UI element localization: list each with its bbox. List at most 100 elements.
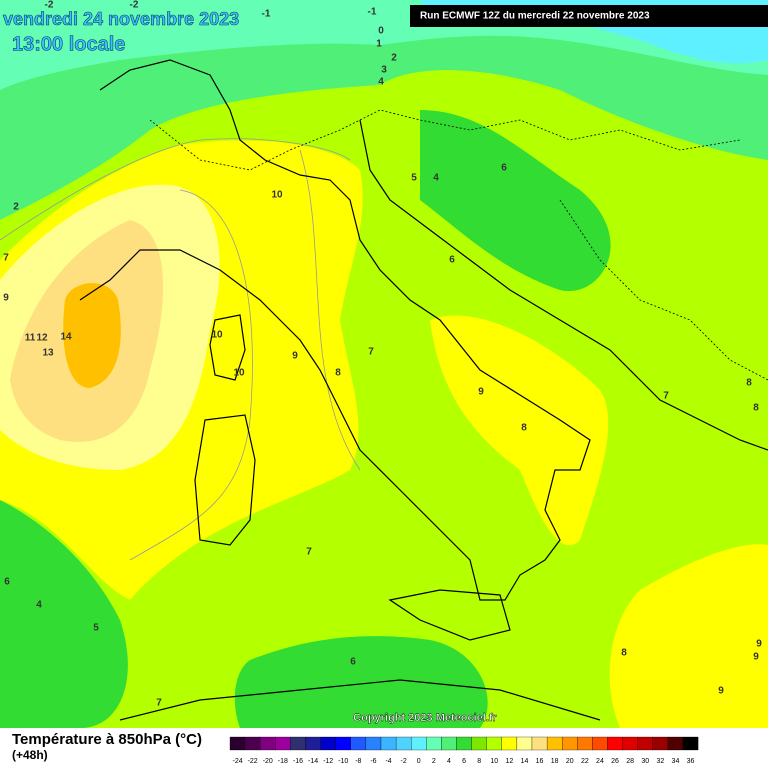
- isoline-label: 9: [753, 652, 759, 663]
- footer-title: Température à 850hPa (°C): [12, 731, 202, 748]
- isoline-label: 8: [746, 378, 752, 389]
- corsica: [209, 314, 246, 381]
- coastline: [79, 59, 591, 601]
- isoline-label: 7: [306, 547, 312, 558]
- zone-green-adriatic: [420, 110, 611, 292]
- colorbar-label: -12: [323, 758, 333, 765]
- isoline: [129, 189, 253, 561]
- isoline-label: 4: [36, 600, 42, 611]
- isoline-label: 6: [4, 577, 10, 588]
- colorbar-label: 22: [581, 758, 589, 765]
- colorbar-label: 26: [611, 758, 619, 765]
- colorbar-swatch: [577, 736, 593, 751]
- colorbar-label: -4: [385, 758, 391, 765]
- isoline-label: 14: [60, 332, 72, 343]
- isoline-label: 12: [36, 333, 48, 344]
- isoline-label: 6: [449, 255, 455, 266]
- isoline-label: 10: [233, 368, 245, 379]
- isoline-label: 1: [376, 39, 382, 50]
- colorbar-swatch: [622, 736, 638, 751]
- colorbar-swatch: [441, 736, 457, 751]
- colorbar-label: -16: [293, 758, 303, 765]
- isoline: [299, 149, 361, 471]
- sicily: [388, 589, 511, 641]
- colorbar-label: -22: [248, 758, 258, 765]
- isoline-label: 8: [753, 403, 759, 414]
- colorbar-label: 34: [672, 758, 680, 765]
- colorbar: -24 -22 -20 -18 -16 -14 -12 -10 -8 -6 -4 -2 0 2 4 6 8 10 1…: [229, 736, 699, 765]
- zone-green: [0, 0, 768, 220]
- zone-green-sw: [0, 500, 128, 728]
- isoline-label: 13: [42, 348, 54, 359]
- isoline-label: 9: [478, 387, 484, 398]
- colorbar-swatch: [229, 736, 246, 751]
- isoline-label: 2: [13, 202, 19, 213]
- colorbar-swatch: [411, 736, 427, 751]
- colorbar-swatch: [244, 736, 261, 751]
- colorbar-swatch: [380, 736, 397, 751]
- isoline-label: 7: [663, 391, 669, 402]
- isoline-label: 9: [756, 639, 762, 650]
- colorbar-swatch: [682, 736, 699, 751]
- colorbar-swatch: [320, 736, 336, 751]
- colorbar-swatch: [275, 736, 291, 751]
- copyright: Copyright 2023 Meteociel.fr: [353, 712, 497, 724]
- colorbar-label: -14: [308, 758, 318, 765]
- colorbar-label: 14: [521, 758, 529, 765]
- run-info: Run ECMWF 12Z du mercredi 22 novembre 20…: [420, 11, 650, 22]
- colorbar-label: 32: [656, 758, 664, 765]
- colorbar-label: 16: [536, 758, 544, 765]
- colorbar-swatch: [516, 736, 533, 751]
- colorbar-label: 2: [432, 758, 436, 765]
- colorbar-label: 24: [596, 758, 604, 765]
- isoline-label: 4: [433, 173, 439, 184]
- colorbar-swatch: [652, 736, 669, 751]
- isoline-label: 9: [718, 686, 724, 697]
- colorbar-swatch: [486, 736, 502, 751]
- isoline-label: 8: [335, 368, 341, 379]
- lead-time: (+48h): [12, 748, 48, 762]
- colorbar-label: 4: [447, 758, 451, 765]
- zone-yellow-south-italy: [430, 315, 609, 546]
- isoline-label: 11: [25, 333, 36, 344]
- colorbar-swatch: [607, 736, 623, 751]
- colorbar-label: 8: [477, 758, 481, 765]
- colorbar-label: -2: [401, 758, 407, 765]
- colorbar-label: 28: [626, 758, 634, 765]
- isoline-label: 5: [411, 173, 417, 184]
- isoline-label: 9: [292, 351, 298, 362]
- colorbar-swatch: [456, 736, 472, 751]
- colorbar-label: -18: [278, 758, 288, 765]
- colorbar-swatch: [365, 736, 382, 751]
- colorbar-label: 18: [551, 758, 559, 765]
- coastline-africa: [119, 679, 601, 721]
- isoline-label: 10: [211, 330, 223, 341]
- colorbar-swatch: [531, 736, 548, 751]
- colorbar-label: 36: [687, 758, 695, 765]
- time: 13:00 locale: [12, 33, 125, 55]
- isoline-label: 6: [501, 163, 507, 174]
- zone-yellow-se: [609, 544, 768, 728]
- colorbar-label: 20: [566, 758, 574, 765]
- colorbar-swatch: [592, 736, 608, 751]
- colorbar-swatch: [546, 736, 563, 751]
- coastline: [359, 119, 768, 451]
- isoline-label: -1: [262, 9, 271, 20]
- colorbar-label: 10: [490, 758, 498, 765]
- isoline-label: 9: [3, 293, 9, 304]
- isoline-label: 7: [3, 253, 9, 264]
- colorbar-label: -8: [355, 758, 361, 765]
- isoline-label: 8: [521, 423, 527, 434]
- colorbar-swatch: [562, 736, 578, 751]
- colorbar-swatch: [260, 736, 276, 751]
- colorbar-label: -10: [338, 758, 348, 765]
- isoline-label: -2: [45, 0, 54, 11]
- colorbar-label: -6: [370, 758, 376, 765]
- colorbar-label: 30: [641, 758, 649, 765]
- colorbar-swatch: [290, 736, 306, 751]
- colorbar-swatch: [426, 736, 442, 751]
- colorbar-label: -20: [263, 758, 273, 765]
- colorbar-swatch: [471, 736, 487, 751]
